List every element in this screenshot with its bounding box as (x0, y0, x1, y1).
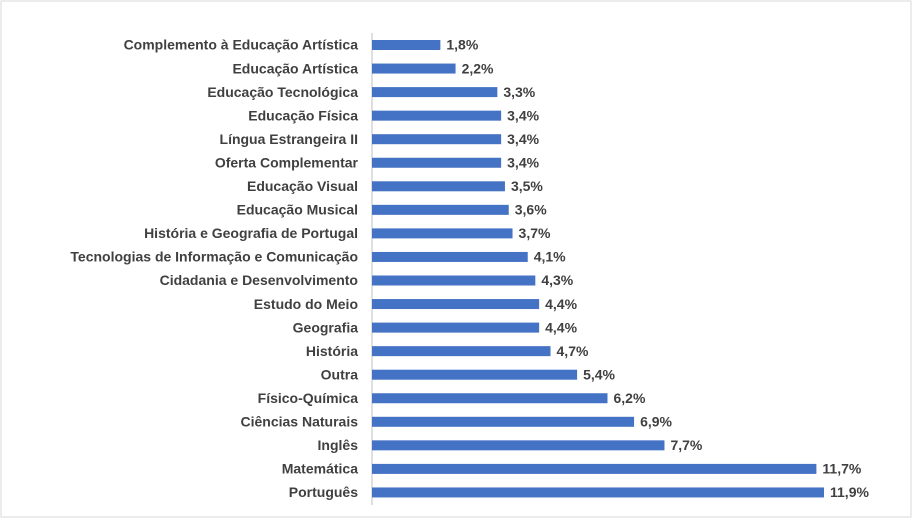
category-label: Português (289, 484, 358, 500)
data-label: 4,4% (545, 319, 577, 335)
category-label: Cidadania e Desenvolvimento (160, 272, 358, 288)
bar (372, 275, 536, 286)
data-label: 3,4% (507, 131, 539, 147)
category-label: Outra (321, 366, 359, 382)
category-label: Educação Tecnológica (207, 84, 358, 100)
data-label: 3,4% (507, 154, 539, 170)
data-label: 3,4% (507, 107, 539, 123)
bar (372, 322, 540, 333)
data-label: 4,3% (541, 272, 573, 288)
bar (372, 346, 551, 357)
category-label: Língua Estrangeira II (220, 131, 358, 147)
category-label: Tecnologias de Informação e Comunicação (70, 249, 358, 265)
bar (372, 369, 578, 380)
bar (372, 63, 456, 74)
category-label: Físico-Química (258, 390, 359, 406)
bar (372, 157, 502, 168)
category-label: Educação Visual (247, 178, 358, 194)
bar (372, 134, 502, 145)
data-label: 4,4% (545, 296, 577, 312)
data-label: 5,4% (583, 366, 615, 382)
bar (372, 416, 635, 427)
data-label: 3,6% (515, 202, 547, 218)
data-label: 3,3% (503, 84, 535, 100)
category-label: Oferta Complementar (215, 154, 359, 170)
data-label: 2,2% (462, 60, 494, 76)
bar (372, 181, 505, 192)
bar (372, 299, 540, 310)
bar (372, 487, 824, 498)
data-label: 1,8% (446, 37, 478, 53)
category-label: Ciências Naturais (241, 414, 359, 430)
data-label: 6,9% (640, 414, 672, 430)
category-label: Geografia (293, 319, 359, 335)
data-label: 6,2% (613, 390, 645, 406)
category-label: Educação Artística (232, 60, 358, 76)
category-label: Complemento à Educação Artística (124, 37, 359, 53)
bar (372, 204, 509, 215)
data-label: 11,7% (822, 461, 861, 477)
category-label: Educação Musical (237, 202, 358, 218)
data-label: 11,9% (830, 484, 869, 500)
category-label: Matemática (282, 461, 358, 477)
bar (372, 251, 528, 262)
category-label: Estudo do Meio (254, 296, 358, 312)
data-label: 4,7% (557, 343, 589, 359)
data-label: 4,1% (534, 249, 566, 265)
bar (372, 393, 608, 404)
bar (372, 463, 817, 474)
data-label: 7,7% (670, 437, 702, 453)
category-label: História e Geografia de Portugal (144, 225, 358, 241)
bar (372, 87, 498, 98)
category-label: Educação Física (248, 107, 358, 123)
bar (372, 110, 502, 121)
bar (372, 228, 513, 239)
data-label: 3,7% (519, 225, 551, 241)
category-label: Inglês (318, 437, 359, 453)
bar (372, 440, 665, 451)
data-label: 3,5% (511, 178, 543, 194)
bar (372, 40, 441, 50)
category-label: História (306, 343, 358, 359)
